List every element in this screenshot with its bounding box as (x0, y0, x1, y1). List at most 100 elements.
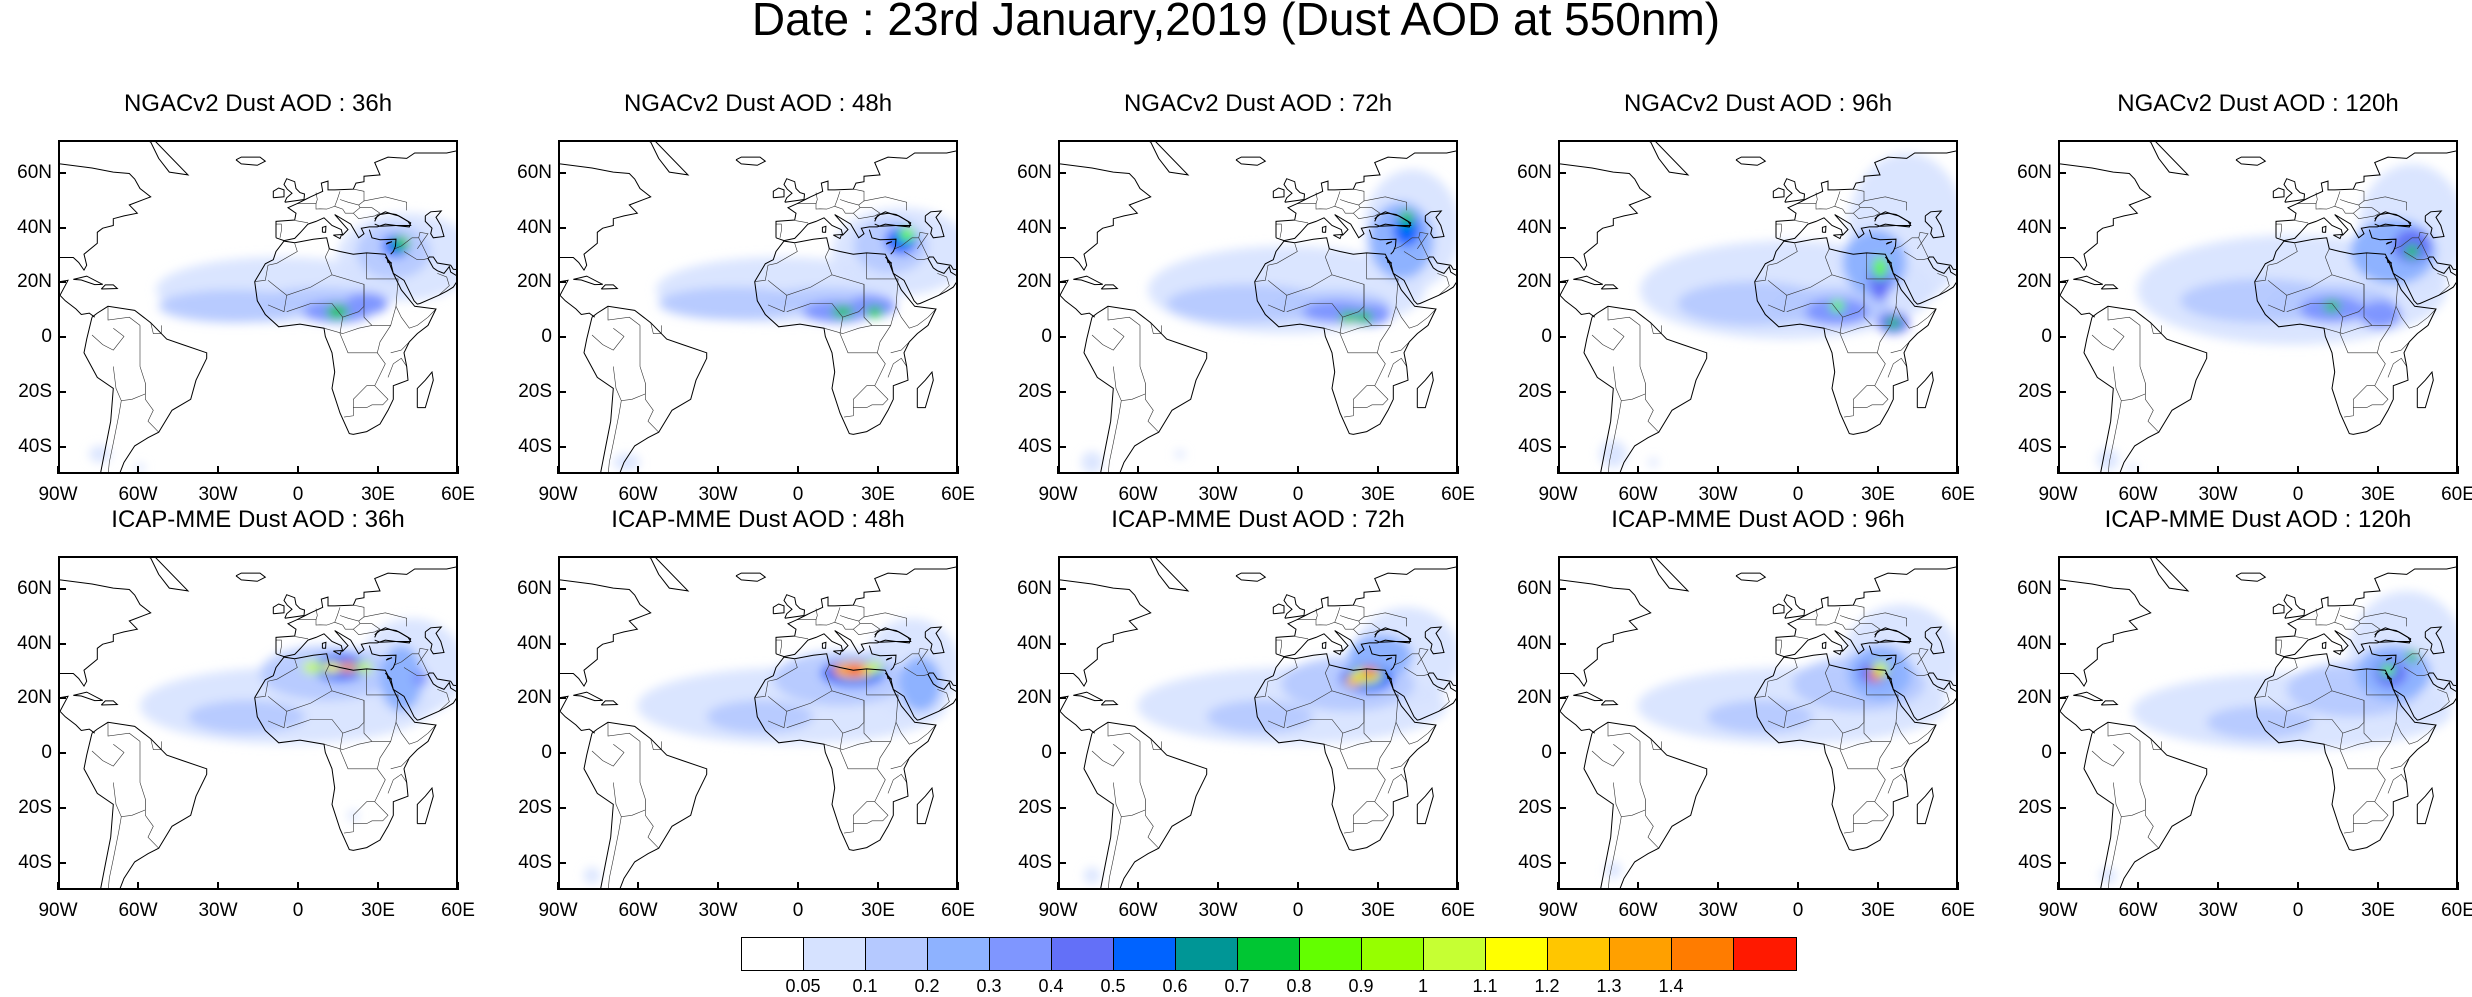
lat-tick (58, 806, 66, 809)
country-border (1323, 741, 1373, 750)
coastline (1254, 653, 1437, 851)
dust-plume (1605, 861, 1622, 879)
lon-tick (637, 882, 639, 890)
country-border (1890, 341, 1910, 354)
coastline (1416, 786, 1434, 825)
lat-label: 40N (1017, 216, 1052, 238)
lon-label: 30W (698, 484, 738, 505)
country-border (1113, 366, 1146, 402)
country-border (339, 188, 365, 206)
country-border (2254, 243, 2298, 282)
coastline (235, 572, 267, 582)
coastline (916, 370, 934, 409)
coastline (1333, 233, 1343, 240)
lon-label: 30W (198, 484, 238, 505)
coastline (573, 691, 603, 702)
lon-tick (2137, 466, 2139, 474)
country-border (823, 741, 873, 750)
coastline (1254, 237, 1437, 435)
dust-plume (584, 867, 600, 884)
lon-label: 90W (1538, 484, 1578, 505)
lon-label: 90W (38, 900, 78, 921)
country-border (1387, 773, 1407, 794)
country-border (1334, 204, 1361, 214)
lon-label: 30E (1861, 900, 1895, 921)
lat-tick (1558, 390, 1566, 393)
lon-tick (2457, 466, 2459, 474)
lon-label: 60W (1618, 900, 1658, 921)
colorbar-swatch (1362, 938, 1424, 970)
lon-label: 60W (618, 484, 658, 505)
country-border (2323, 741, 2373, 750)
coastline (2083, 305, 2208, 472)
coastline (1772, 603, 1785, 615)
coastline (1321, 641, 1327, 649)
colorbar-swatch (1238, 938, 1300, 970)
coastline (1275, 150, 1456, 238)
coastline (600, 700, 619, 706)
coastline (254, 237, 437, 435)
country-border (863, 278, 899, 326)
lat-tick (2058, 390, 2066, 393)
dust-plume (866, 306, 883, 318)
coastline (1783, 178, 1806, 203)
coastline (1083, 721, 1208, 888)
lat-tick (2058, 445, 2066, 448)
coastline (321, 225, 327, 233)
country-border (2297, 607, 2341, 626)
dust-plume (89, 445, 111, 463)
lon-tick (457, 882, 459, 890)
lon-tick (717, 882, 719, 890)
country-border (650, 738, 662, 750)
coastline (1573, 691, 1603, 702)
coastline (2149, 142, 2190, 176)
coastline (924, 626, 945, 655)
coastline (2333, 649, 2343, 656)
lat-label: 20S (518, 796, 552, 818)
country-border (834, 204, 861, 214)
country-border (1863, 278, 1899, 326)
lat-label: 20N (2017, 271, 2052, 293)
country-border (295, 636, 309, 640)
coastline (735, 572, 767, 582)
lon-tick (1717, 882, 1719, 890)
panel-title: NGACv2 Dust AOD : 96h (1623, 90, 1893, 117)
coastline (416, 370, 434, 409)
colorbar-swatch (1672, 938, 1734, 970)
map-canvas (2060, 558, 2456, 888)
colorbar-swatch (1114, 938, 1176, 970)
lon-label: 60E (441, 484, 475, 505)
country-border (786, 274, 865, 318)
country-border (150, 738, 162, 750)
lat-label: 40S (1518, 851, 1552, 873)
country-border (1890, 757, 1910, 770)
coastline (368, 645, 397, 671)
country-border (390, 341, 410, 354)
lon-tick (637, 466, 639, 474)
lon-label: 60E (2441, 484, 2472, 505)
country-border (1894, 237, 1929, 258)
country-border (797, 191, 841, 210)
coastline (583, 305, 708, 472)
colorbar-label: 0.7 (1224, 976, 1250, 996)
coastline (775, 150, 956, 238)
lon-label: 90W (1538, 900, 1578, 921)
coastline (754, 653, 937, 851)
lat-tick (2058, 642, 2066, 645)
country-border (1286, 690, 1365, 734)
lon-label: 60E (941, 484, 975, 505)
lat-tick (558, 445, 566, 448)
lat-label: 20S (518, 380, 552, 402)
country-border (353, 207, 381, 220)
coastline (60, 163, 152, 296)
country-border (1895, 306, 1937, 329)
lat-tick (1058, 336, 1066, 339)
country-border (387, 773, 407, 794)
lon-label: 60E (1441, 900, 1475, 921)
lon-label: 0 (792, 484, 804, 505)
coastline (1833, 233, 1843, 240)
colorbar (741, 937, 1797, 971)
country-border (591, 743, 625, 767)
coastline (272, 187, 285, 199)
country-border (903, 251, 929, 260)
